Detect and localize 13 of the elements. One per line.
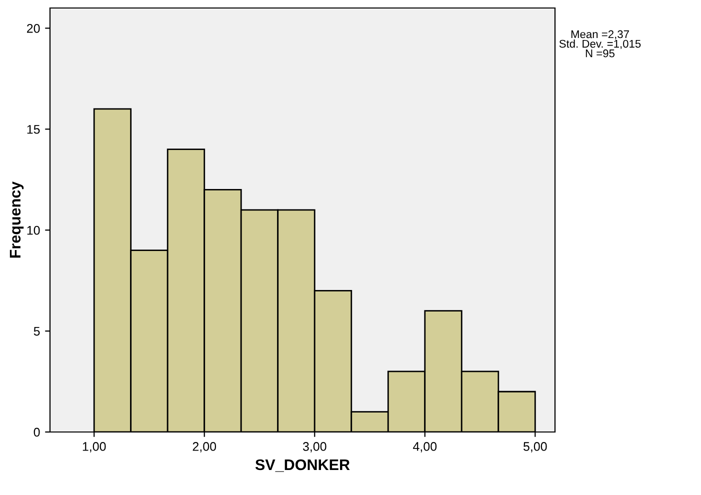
x-tick-label: 1,00	[82, 442, 106, 452]
y-tick-label: 0	[34, 428, 40, 437]
y-axis-title: Frequency	[10, 181, 24, 258]
y-tick-label: 5	[34, 326, 40, 336]
y-tick-label: 15	[27, 125, 40, 134]
x-tick-label: 2,00	[192, 442, 216, 452]
y-tick-label: 10	[27, 226, 40, 235]
x-tick-label: 4,00	[413, 442, 437, 452]
y-tick-label: 20	[27, 24, 40, 33]
x-tick-label: 3,00	[302, 442, 326, 452]
text: Mean =2,37 Std. Dev. =1,015 N =95	[559, 30, 641, 58]
x-axis-title: SV_DONKER	[255, 459, 350, 472]
x-tick-label: 5,00	[523, 442, 547, 452]
